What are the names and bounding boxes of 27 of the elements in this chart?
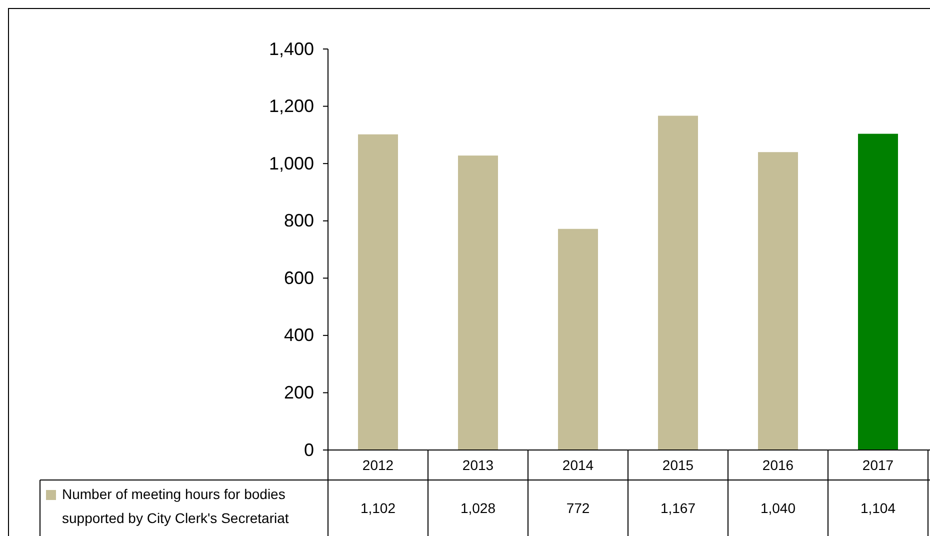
data-label: 1,102 <box>360 500 396 516</box>
y-tick-label: 1,400 <box>268 38 314 59</box>
legend-label: Number of meeting hours for bodies supported by City Clerk's Secretariat <box>62 486 289 526</box>
bar <box>358 134 398 450</box>
bar <box>658 116 698 450</box>
x-tick-label: 2013 <box>462 457 494 473</box>
data-label: 1,040 <box>760 500 796 516</box>
x-tick-label: 2017 <box>862 457 894 473</box>
data-label: 1,028 <box>460 500 496 516</box>
y-tick-label: 1,200 <box>268 96 314 116</box>
y-tick-label: 400 <box>284 325 314 346</box>
bar <box>458 156 498 450</box>
y-tick-label: 600 <box>284 268 314 288</box>
y-tick-label: 200 <box>284 382 314 402</box>
data-label: 772 <box>566 500 590 516</box>
data-label: 1,167 <box>660 500 696 516</box>
bar <box>758 152 798 450</box>
bar <box>858 134 898 450</box>
x-tick-label: 2012 <box>362 457 394 473</box>
x-tick-label: 2016 <box>762 457 794 473</box>
x-tick-label: 2015 <box>662 457 694 473</box>
data-label: 1,104 <box>860 500 896 516</box>
bar <box>558 228 598 450</box>
y-tick-label: 800 <box>284 210 314 231</box>
x-tick-label: 2014 <box>562 457 594 473</box>
y-tick-label: 0 <box>304 440 314 460</box>
y-tick-label: 1,000 <box>268 153 314 174</box>
